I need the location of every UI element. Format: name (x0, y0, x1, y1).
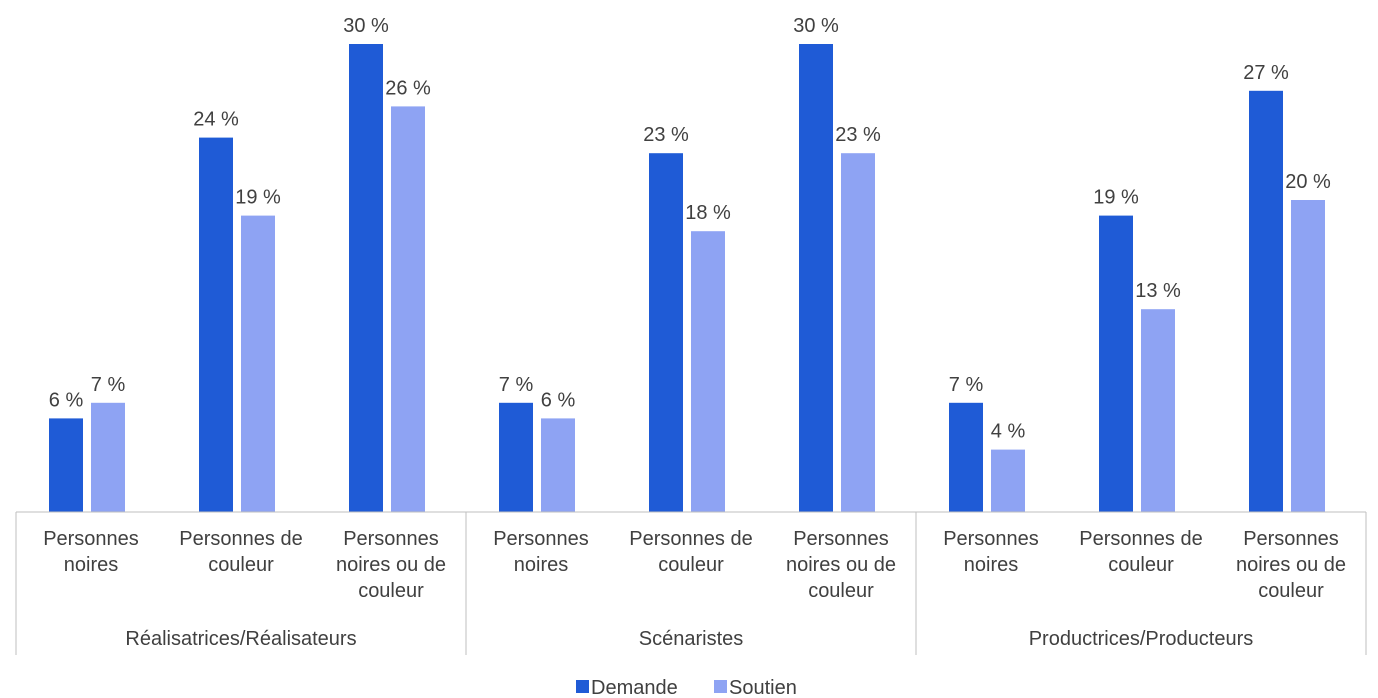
bar-soutien-0 (91, 402, 125, 512)
category-label: Personnes noires (43, 528, 139, 576)
bar-demande-7 (1099, 215, 1133, 512)
data-label-demande-1: 24 % (193, 109, 239, 131)
data-label-demande-4: 23 % (643, 124, 689, 146)
group-labels-layer: Réalisatrices/Réalisateurs Scénaristes Pro… (125, 628, 1253, 650)
category-label-line: couleur (658, 554, 724, 576)
legend-swatch-soutien (714, 680, 727, 693)
category-label-line: Personnes (793, 528, 889, 550)
legend: Demande Soutien (576, 677, 797, 698)
bar-soutien-6 (991, 449, 1025, 512)
category-label-line: Personnes (493, 528, 589, 550)
category-label-line: Personnes de (1079, 528, 1202, 550)
category-label: Personnes de couleur (629, 528, 752, 576)
category-label-line: noires ou de (786, 554, 896, 576)
category-label-line: noires (964, 554, 1018, 576)
category-label-line: couleur (358, 580, 424, 602)
data-label-soutien-4: 18 % (685, 202, 731, 224)
bar-soutien-2 (391, 106, 425, 513)
category-label-line: Personnes (43, 528, 139, 550)
category-label: Personnes noires ou de couleur (786, 528, 896, 602)
data-label-soutien-5: 23 % (835, 124, 881, 146)
bar-demande-5 (799, 44, 833, 512)
category-label-line: noires ou de (1236, 554, 1346, 576)
group-label: Réalisatrices/Réalisateurs (125, 628, 356, 650)
data-label-soutien-0: 7 % (91, 374, 126, 396)
data-label-demande-7: 19 % (1093, 187, 1139, 209)
value-labels-layer: 6 % 24 % 30 % 7 % 23 % 30 % 7 % 19 % 27 % 7 % 19 %… (49, 15, 1331, 443)
bar-demande-3 (499, 402, 533, 512)
bar-soutien-7 (1141, 309, 1175, 512)
data-label-demande-3: 7 % (499, 374, 534, 396)
bar-demande-8 (1249, 90, 1283, 513)
category-label: Personnes noires (943, 528, 1039, 576)
category-label: Personnes noires (493, 528, 589, 576)
data-label-soutien-1: 19 % (235, 187, 281, 209)
data-label-soutien-8: 20 % (1285, 171, 1331, 193)
category-label: Personnes de couleur (179, 528, 302, 576)
data-label-demande-6: 7 % (949, 374, 984, 396)
category-label-line: couleur (1108, 554, 1174, 576)
category-axis (15, 511, 1367, 655)
bars-layer (49, 44, 1325, 513)
group-label: Scénaristes (639, 628, 744, 650)
bar-demande-1 (199, 137, 233, 512)
data-label-demande-5: 30 % (793, 15, 839, 37)
bar-soutien-4 (691, 231, 725, 512)
data-label-demande-0: 6 % (49, 389, 84, 411)
data-label-soutien-2: 26 % (385, 77, 431, 99)
category-label-line: Personnes de (179, 528, 302, 550)
bar-demande-2 (349, 44, 383, 512)
data-label-soutien-6: 4 % (991, 421, 1026, 443)
category-label-line: couleur (808, 580, 874, 602)
bar-soutien-3 (541, 418, 575, 512)
category-label-line: noires ou de (336, 554, 446, 576)
group-label: Productrices/Producteurs (1029, 628, 1254, 650)
data-label-demande-8: 27 % (1243, 62, 1289, 84)
category-label: Personnes de couleur (1079, 528, 1202, 576)
bar-soutien-8 (1291, 200, 1325, 512)
data-label-demande-2: 30 % (343, 15, 389, 37)
legend-label-soutien: Soutien (729, 677, 797, 698)
category-label-line: Personnes de (629, 528, 752, 550)
data-label-soutien-7: 13 % (1135, 280, 1181, 302)
category-label-line: Personnes (343, 528, 439, 550)
bar-soutien-1 (241, 215, 275, 512)
bar-demande-0 (49, 418, 83, 512)
bar-demande-4 (649, 153, 683, 512)
category-label-line: Personnes (1243, 528, 1339, 550)
legend-swatch-demande (576, 680, 589, 693)
category-label-line: couleur (208, 554, 274, 576)
legend-label-demande: Demande (591, 677, 678, 698)
bar-demande-6 (949, 402, 983, 512)
category-label: Personnes noires ou de couleur (1236, 528, 1346, 602)
bar-soutien-5 (841, 153, 875, 512)
category-label: Personnes noires ou de couleur (336, 528, 446, 602)
category-label-line: noires (514, 554, 568, 576)
category-label-line: noires (64, 554, 118, 576)
category-label-line: Personnes (943, 528, 1039, 550)
data-label-soutien-3: 6 % (541, 389, 576, 411)
category-label-line: couleur (1258, 580, 1324, 602)
